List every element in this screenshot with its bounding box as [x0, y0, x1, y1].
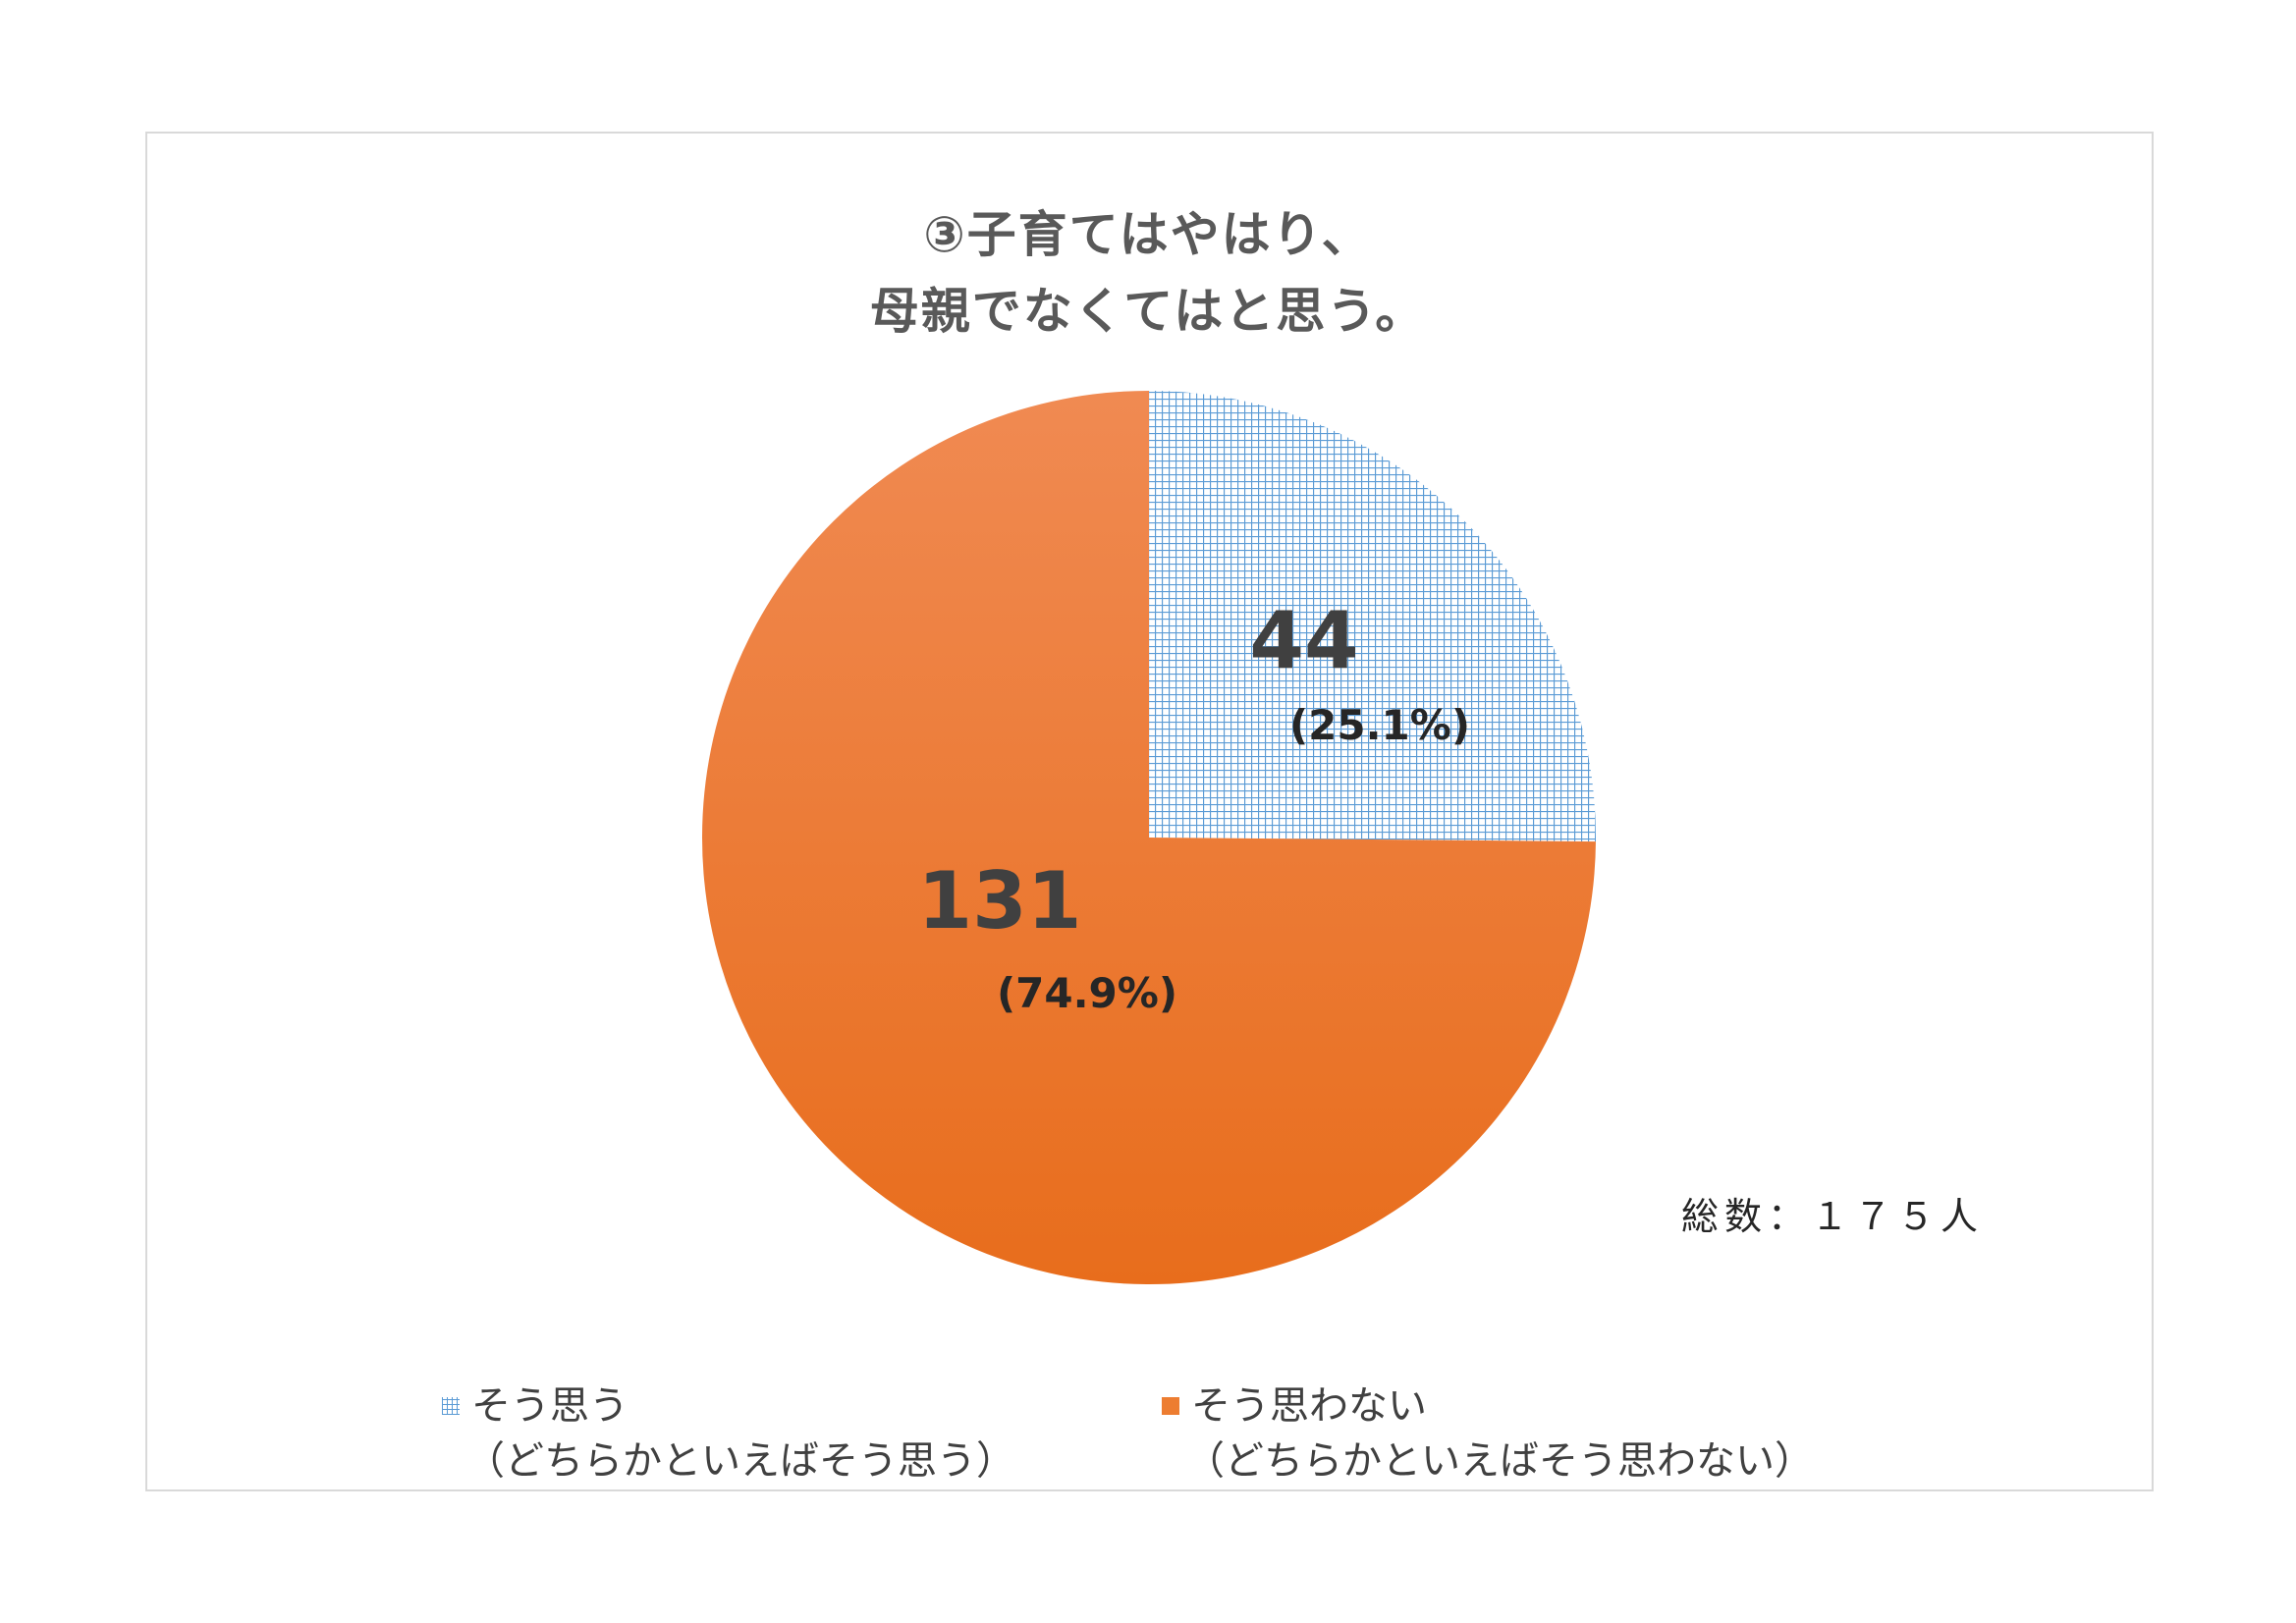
legend-sublabel: （どちらかといえばそう思わない） [1185, 1438, 1814, 1484]
slice-value-label: 44 [1249, 595, 1358, 686]
pie-slice-2 [702, 391, 1596, 1285]
chart-title-line-1: ③子育てはやはり、 [923, 206, 1373, 263]
slice-percent-label: (74.9%) [997, 969, 1177, 1017]
pie-slice-1 [1149, 391, 1597, 842]
legend-item-disagree: そう思わない （どちらかといえばそう思わない） [1162, 1379, 1814, 1488]
slice-percent-label: (25.1%) [1289, 701, 1470, 749]
chart-title-line-2: 母親でなくてはと思う。 [869, 283, 1427, 340]
legend-label: そう思わない [1191, 1383, 1427, 1429]
legend-swatch-grid-icon [442, 1397, 460, 1415]
legend-sublabel: （どちらかといえばそう思う） [465, 1438, 1015, 1484]
total-count-note: 総数：１７５人 [1681, 1195, 1985, 1238]
legend-label: そう思う [471, 1383, 629, 1429]
pie-data-labels: 44 (25.1%) 131 (74.9%) [918, 595, 1471, 1017]
slice-value-label: 131 [918, 855, 1082, 947]
legend-item-agree: そう思う （どちらかといえばそう思う） [442, 1379, 1015, 1488]
pie-slices [702, 391, 1597, 1285]
legend-swatch-solid-icon [1162, 1397, 1179, 1415]
